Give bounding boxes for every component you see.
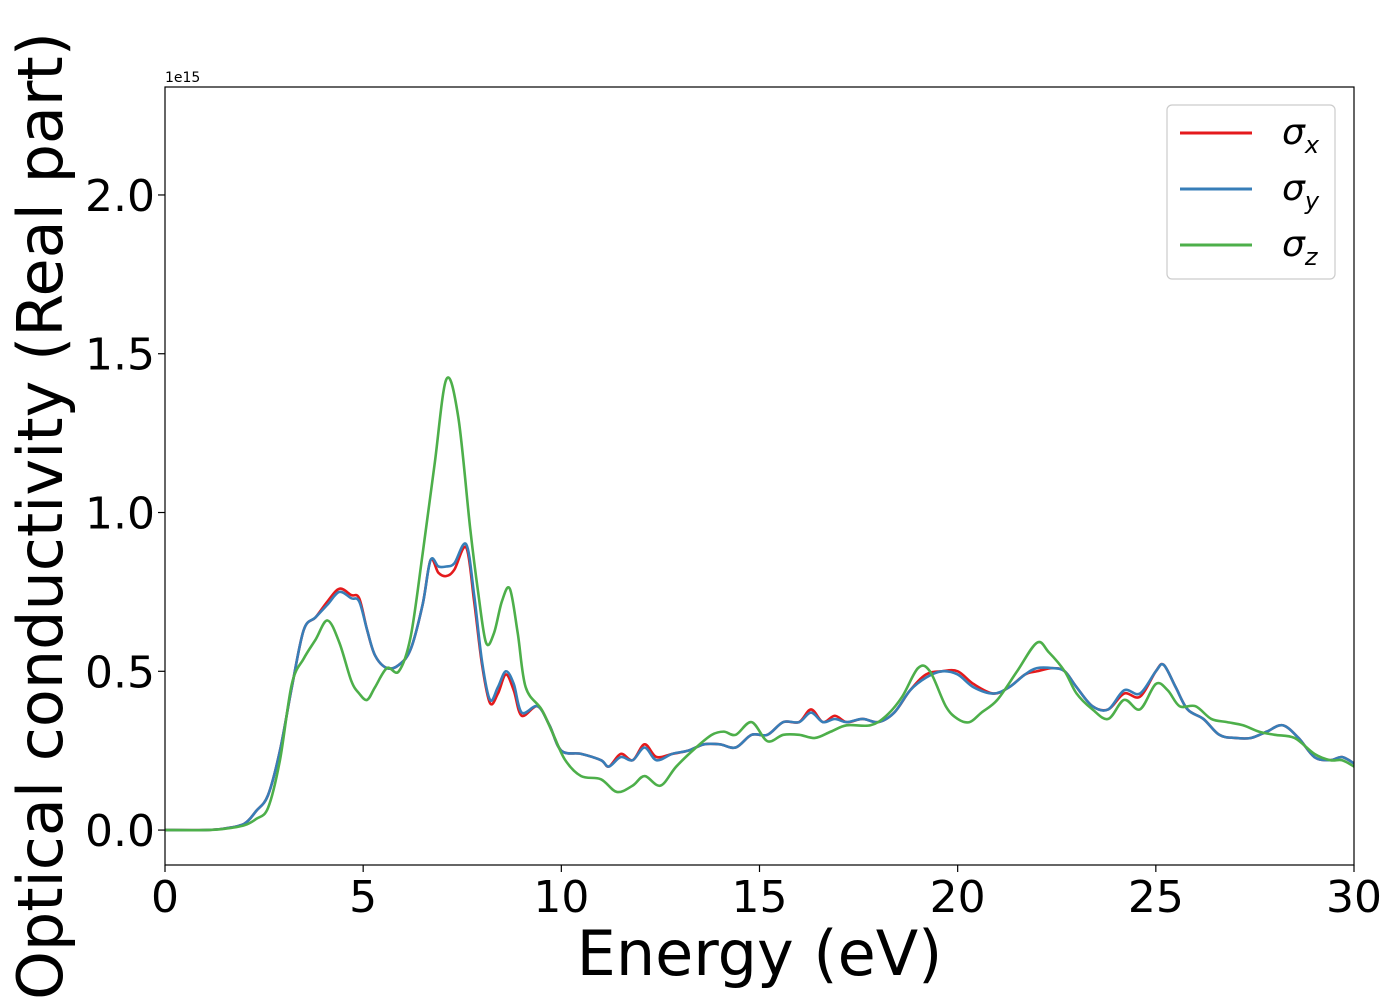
y-tick-label: 1.5 [85, 330, 155, 381]
legend: σx σy σz [1166, 104, 1336, 280]
y-tick-label: 0.0 [85, 806, 155, 857]
x-tick-label: 20 [930, 872, 986, 923]
legend-box [1166, 104, 1336, 280]
legend-label-y: σy [1282, 168, 1320, 215]
y-tick-label: 2.0 [85, 171, 155, 222]
x-tick-label: 15 [732, 872, 788, 923]
y-tick-label: 0.5 [85, 647, 155, 698]
series-line-y [164, 542, 1355, 832]
x-tick-label: 10 [533, 872, 589, 923]
y-tick-label: 1.0 [85, 489, 155, 540]
series-line-z [164, 376, 1355, 832]
legend-label-x: σx [1282, 112, 1320, 159]
plot-area [164, 376, 1355, 832]
legend-label-z: σz [1282, 224, 1319, 271]
x-axis-label: Energy (eV) [577, 917, 943, 990]
y-offset-label: 1e15 [165, 70, 200, 86]
x-tick-label: 0 [151, 872, 179, 923]
y-axis: 0.0 0.5 1.0 1.5 2.0 [85, 171, 165, 857]
x-tick-label: 25 [1128, 872, 1184, 923]
y-axis-label: Optical conductivity (Real part) [4, 32, 77, 1000]
x-tick-label: 5 [349, 872, 377, 923]
x-axis: 0 5 10 15 20 25 30 [151, 865, 1382, 923]
x-tick-label: 30 [1326, 872, 1382, 923]
